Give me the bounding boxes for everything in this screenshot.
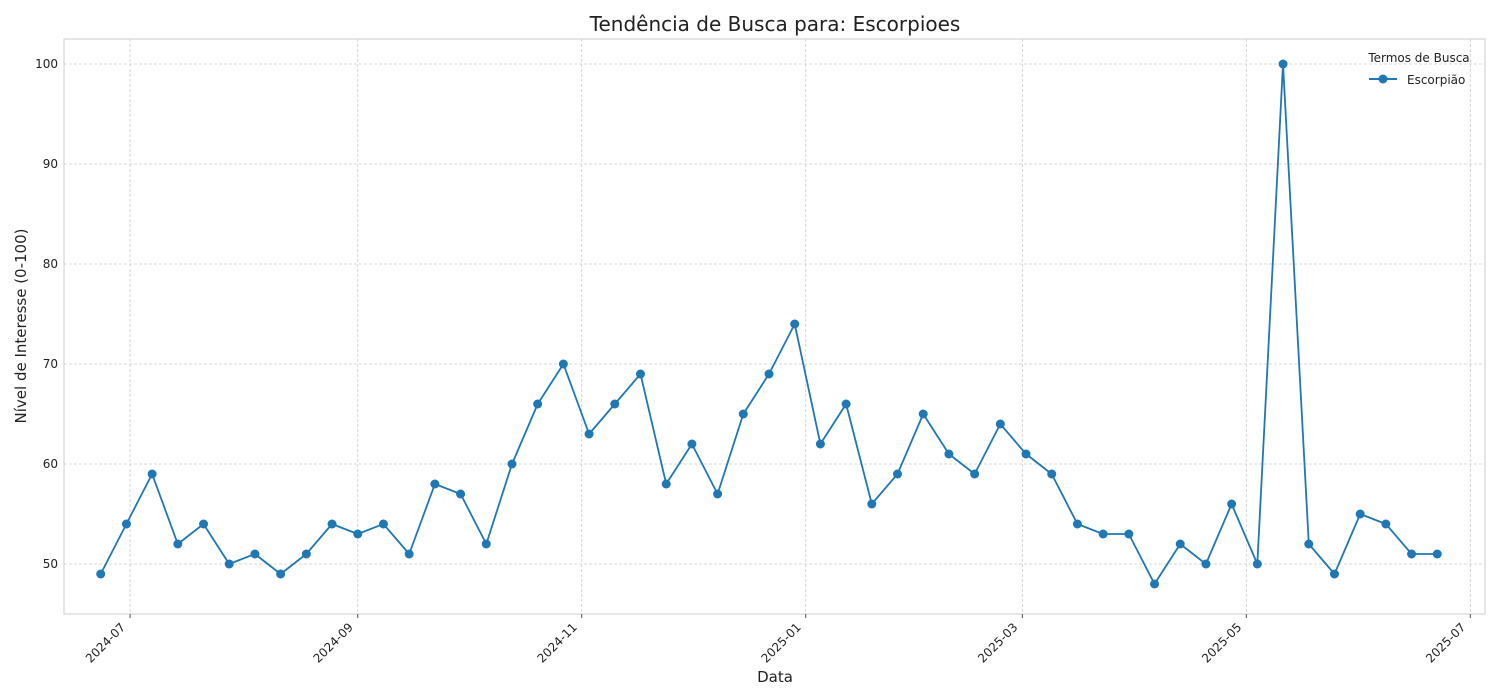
data-point xyxy=(1355,509,1365,519)
data-point xyxy=(250,549,260,559)
data-point xyxy=(558,359,568,369)
data-point xyxy=(687,439,697,449)
y-axis-label: Nível de Interesse (0-100) xyxy=(12,229,30,424)
data-point xyxy=(1175,539,1185,549)
x-axis-label: Data xyxy=(757,668,793,686)
data-point xyxy=(147,469,157,479)
data-point xyxy=(970,469,980,479)
data-point xyxy=(815,439,825,449)
data-point xyxy=(635,369,645,379)
data-point xyxy=(276,569,286,579)
y-tick-label: 80 xyxy=(43,257,58,271)
data-point xyxy=(610,399,620,409)
data-point xyxy=(96,569,106,579)
data-point xyxy=(1381,519,1391,529)
data-point xyxy=(790,319,800,329)
y-tick-label: 50 xyxy=(43,557,58,571)
legend-marker-swatch xyxy=(1378,74,1388,84)
data-point xyxy=(173,539,183,549)
data-point xyxy=(1432,549,1442,559)
data-point xyxy=(1304,539,1314,549)
data-point xyxy=(995,419,1005,429)
legend: Termos de Busca Escorpião xyxy=(1367,51,1469,87)
data-point xyxy=(584,429,594,439)
data-point xyxy=(533,399,543,409)
data-point xyxy=(918,409,928,419)
data-point xyxy=(1329,569,1339,579)
data-point xyxy=(1072,519,1082,529)
legend-title: Termos de Busca xyxy=(1367,51,1469,65)
data-point xyxy=(944,449,954,459)
data-point xyxy=(1150,579,1160,589)
data-point xyxy=(430,479,440,489)
data-point xyxy=(327,519,337,529)
chart-title: Tendência de Busca para: Escorpioes xyxy=(589,12,961,36)
data-point xyxy=(404,549,414,559)
data-point xyxy=(661,479,671,489)
data-point xyxy=(893,469,903,479)
data-point xyxy=(1278,59,1288,69)
data-point xyxy=(378,519,388,529)
data-point xyxy=(1021,449,1031,459)
data-point xyxy=(121,519,131,529)
y-tick-label: 100 xyxy=(35,57,58,71)
series-layer xyxy=(96,59,1442,589)
data-point xyxy=(1098,529,1108,539)
y-tick-label: 60 xyxy=(43,457,58,471)
data-point xyxy=(199,519,209,529)
data-point xyxy=(1201,559,1211,569)
data-point xyxy=(481,539,491,549)
data-point xyxy=(738,409,748,419)
data-point xyxy=(1227,499,1237,509)
data-point xyxy=(507,459,517,469)
y-axis-ticks: 50 60 70 80 90 100 xyxy=(35,57,58,571)
data-point xyxy=(867,499,877,509)
data-point xyxy=(301,549,311,559)
data-point xyxy=(1252,559,1262,569)
data-point xyxy=(764,369,774,379)
grid-lines xyxy=(64,39,1485,614)
legend-entry-label: Escorpião xyxy=(1407,73,1465,87)
data-point xyxy=(1407,549,1417,559)
y-tick-label: 90 xyxy=(43,157,58,171)
data-point xyxy=(1124,529,1134,539)
data-point xyxy=(353,529,363,539)
y-tick-label: 70 xyxy=(43,357,58,371)
data-point xyxy=(1047,469,1057,479)
data-point xyxy=(224,559,234,569)
data-point xyxy=(841,399,851,409)
plot-frame xyxy=(63,38,1486,615)
data-point xyxy=(456,489,466,499)
data-point xyxy=(713,489,723,499)
